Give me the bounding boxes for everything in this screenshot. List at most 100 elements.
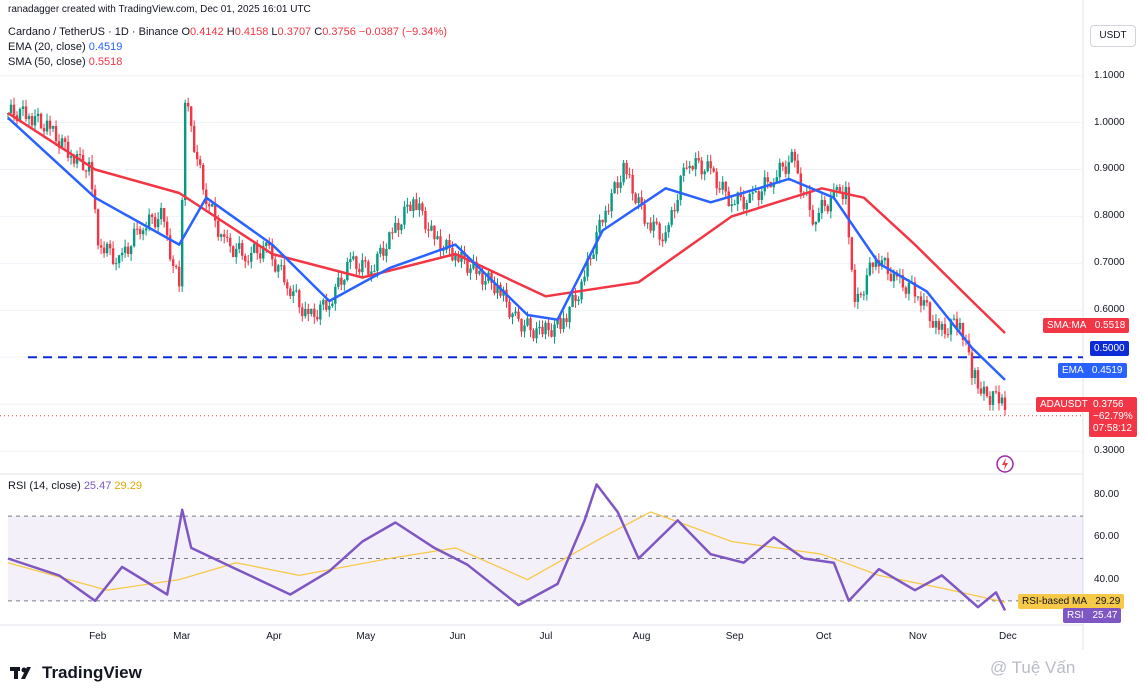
- candle-body: [817, 212, 821, 222]
- candle-body: [60, 138, 64, 148]
- candle-body: [1000, 397, 1004, 404]
- candle-body: [1003, 397, 1007, 411]
- ema-legend[interactable]: EMA (20, close) 0.4519: [8, 41, 122, 53]
- candle-body: [829, 197, 833, 212]
- price-axis-label: 0.6000: [1094, 304, 1125, 316]
- candle-body: [382, 247, 385, 256]
- candle-body: [952, 318, 956, 320]
- candle-body: [544, 322, 547, 335]
- candle-body: [856, 293, 860, 302]
- candle-body: [412, 199, 415, 212]
- sma-legend[interactable]: SMA (50, close) 0.5518: [8, 56, 122, 68]
- candle-body: [943, 324, 947, 335]
- open-value: 0.4142: [190, 26, 224, 38]
- candle-body: [874, 260, 878, 267]
- currency-button[interactable]: USDT: [1090, 25, 1136, 47]
- lightning-icon[interactable]: [995, 454, 1015, 474]
- tradingview-logo[interactable]: TradingView: [10, 663, 142, 683]
- candle-body: [946, 334, 950, 336]
- ema-tag-value: 0.4519: [1091, 365, 1123, 376]
- candle-body: [847, 187, 851, 238]
- candle-body: [301, 307, 304, 317]
- candle-body: [751, 192, 754, 194]
- candle-body: [697, 157, 700, 161]
- tradingview-logo-icon: [10, 667, 31, 679]
- candle-body: [463, 251, 466, 259]
- price-tag-pct: −62.79%: [1093, 411, 1133, 422]
- candle-body: [529, 318, 532, 331]
- rsi-axis-label: 40.00: [1094, 573, 1120, 585]
- ema-tag-label: EMA: [1062, 365, 1084, 376]
- candle-body: [601, 219, 604, 223]
- low-value: 0.3707: [277, 26, 312, 38]
- candle-body: [754, 191, 757, 193]
- current-price-tag: 0.3756 −62.79% 07:58:12: [1089, 397, 1137, 437]
- candle-body: [433, 225, 436, 240]
- time-axis-label: Oct: [815, 631, 832, 642]
- candle-body: [916, 296, 920, 298]
- candle-body: [553, 324, 556, 337]
- candle-body: [922, 300, 926, 306]
- candle-body: [958, 322, 962, 330]
- candle-body: [604, 210, 607, 223]
- candle-body: [988, 396, 992, 405]
- candle-body: [310, 308, 313, 315]
- candle-body: [214, 204, 217, 221]
- candle-body: [313, 308, 316, 317]
- candle-body: [195, 151, 199, 160]
- candle-body: [45, 120, 49, 132]
- candle-body: [478, 270, 481, 274]
- candle-body: [853, 269, 857, 302]
- candle-body: [607, 210, 610, 212]
- candle-body: [454, 253, 457, 261]
- rsi-tag: RSI 25.47: [1063, 608, 1122, 623]
- candle-body: [637, 197, 640, 204]
- candle-body: [787, 162, 790, 174]
- rsi-ma-tag-value: 29.29: [1095, 596, 1121, 607]
- candle-body: [763, 177, 766, 192]
- candle-body: [90, 161, 94, 190]
- price-axis-label: 0.7000: [1094, 257, 1125, 269]
- candle-body: [967, 340, 971, 353]
- candle-body: [358, 268, 361, 273]
- candle-body: [150, 214, 154, 218]
- candle-body: [277, 265, 280, 272]
- time-axis-label: Mar: [173, 631, 191, 642]
- rsi-legend-label: RSI (14, close): [8, 480, 81, 492]
- candle-body: [520, 318, 523, 332]
- candle-body: [123, 246, 127, 253]
- candle-body: [268, 242, 271, 246]
- candle-body: [271, 245, 274, 260]
- candle-body: [165, 221, 169, 236]
- candle-body: [340, 277, 343, 285]
- candle-body: [727, 191, 730, 207]
- candle-body: [126, 246, 130, 254]
- candle-body: [694, 157, 697, 170]
- price-tag-timer: 07:58:12: [1093, 423, 1132, 434]
- candle-body: [625, 162, 628, 175]
- candle-body: [775, 177, 778, 184]
- symbol-legend[interactable]: Cardano / TetherUS · 1D · Binance O0.414…: [8, 26, 447, 38]
- candle-body: [138, 228, 142, 235]
- candle-body: [108, 243, 112, 249]
- candle-body: [475, 261, 478, 274]
- candle-body: [174, 265, 178, 267]
- candle-body: [265, 242, 268, 246]
- candle-body: [949, 319, 953, 335]
- candle-body: [730, 204, 733, 207]
- candle-body: [394, 222, 397, 233]
- rsi-legend[interactable]: RSI (14, close) 25.47 29.29: [8, 480, 142, 492]
- chart-credit: ranadagger created with TradingView.com,…: [8, 4, 311, 15]
- candle-body: [814, 221, 818, 225]
- candle-body: [577, 299, 580, 302]
- candle-body: [247, 261, 250, 263]
- candle-body: [646, 222, 649, 224]
- candle-body: [183, 102, 187, 200]
- candle-body: [102, 247, 106, 254]
- rsi-ma-legend-value: 29.29: [114, 480, 142, 492]
- candle-body: [24, 106, 28, 120]
- candle-body: [820, 199, 824, 213]
- candle-body: [229, 237, 232, 247]
- candle-body: [490, 272, 493, 283]
